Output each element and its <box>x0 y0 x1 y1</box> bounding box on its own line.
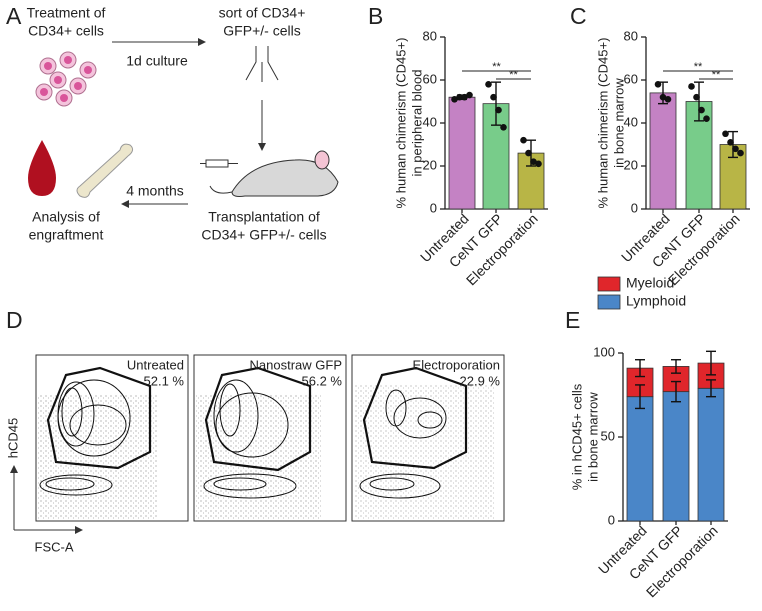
y-axis-label: % in hCD45+ cells <box>569 383 584 490</box>
mouse-icon <box>209 150 339 197</box>
step-text: CD34+ GFP+/- cells <box>201 227 326 243</box>
step-text: Analysis of <box>32 209 100 225</box>
y-tick-label: 50 <box>601 428 615 443</box>
syringe-icon <box>200 159 238 168</box>
flow-plots: Untreated 52.1 % Nanostraw GFP 56.2 % El… <box>5 354 505 554</box>
bar-segment <box>626 396 654 522</box>
workflow-diagram: Treatment of CD34+ cells 1d culture sort… <box>27 5 339 243</box>
data-point <box>693 93 700 101</box>
y-tick-label: 0 <box>631 200 638 215</box>
panel-label: A <box>6 3 22 29</box>
significance-label: ** <box>694 61 703 73</box>
y-tick-label: 100 <box>593 344 615 359</box>
arrow-label: 1d culture <box>126 53 188 69</box>
data-point <box>654 81 662 88</box>
data-point <box>530 158 537 165</box>
data-point <box>688 83 695 90</box>
bone-icon <box>76 143 134 198</box>
panel-label: E <box>565 307 580 333</box>
data-point <box>525 149 532 157</box>
legend-swatch <box>597 294 621 310</box>
axis-label: hCD45 <box>5 418 20 458</box>
panel-label: D <box>6 307 23 333</box>
step-text: Transplantation of <box>208 209 320 225</box>
data-point <box>535 160 542 168</box>
plot-label: Nanostraw GFP <box>250 357 342 372</box>
cells-icon <box>35 51 97 107</box>
y-tick-label: 20 <box>423 157 437 172</box>
y-tick-label: 80 <box>624 28 638 43</box>
panel-label: B <box>368 3 383 29</box>
blood-drop-icon <box>28 140 56 196</box>
flow-plot: Electroporation 22.9 % <box>351 354 505 522</box>
bar-segment <box>697 387 725 522</box>
y-axis-label: in bone marrow <box>611 78 626 168</box>
arrow-label: 4 months <box>126 183 184 199</box>
data-point <box>520 136 527 144</box>
y-tick-label: 0 <box>430 200 437 215</box>
data-point <box>664 96 672 103</box>
sorter-icon <box>245 46 279 82</box>
significance-label: ** <box>492 61 501 73</box>
significance-label: ** <box>509 69 518 81</box>
data-point <box>451 96 458 103</box>
legend-label: Lymphoid <box>626 293 686 309</box>
y-tick-label: 20 <box>624 157 638 172</box>
data-point <box>456 93 463 101</box>
y-tick-label: 60 <box>624 71 638 86</box>
plot-percent: 56.2 % <box>302 373 343 388</box>
y-tick-label: 80 <box>423 28 437 43</box>
plot-percent: 52.1 % <box>144 373 185 388</box>
data-point <box>727 139 734 146</box>
data-point <box>490 93 497 101</box>
data-point <box>698 106 705 114</box>
legend-label: Myeloid <box>626 275 674 291</box>
y-axis-label: in bone marrow <box>585 392 600 482</box>
step-text: sort of CD34+ <box>219 5 306 21</box>
legend-swatch <box>597 276 621 292</box>
step-text: GFP+/- cells <box>223 23 300 39</box>
y-tick-label: 0 <box>608 512 615 527</box>
y-axis-label: in peripheral blood <box>409 70 424 177</box>
data-point <box>732 145 739 153</box>
y-tick-label: 40 <box>624 114 638 129</box>
y-tick-label: 40 <box>423 114 437 129</box>
bar <box>448 96 476 210</box>
data-point <box>659 93 667 101</box>
data-point <box>495 106 502 114</box>
bar <box>649 92 677 210</box>
panel-label: C <box>570 3 587 29</box>
flow-plot: Nanostraw GFP 56.2 % <box>193 354 347 522</box>
flow-plot: Untreated 52.1 % <box>35 354 189 522</box>
step-text: engraftment <box>29 227 104 243</box>
data-point <box>485 81 492 88</box>
y-tick-label: 60 <box>423 71 437 86</box>
plot-label: Untreated <box>127 357 184 372</box>
data-point <box>737 149 744 157</box>
data-point <box>500 124 507 131</box>
plot-percent: 22.9 % <box>460 373 501 388</box>
y-axis-label: % human chimerism (CD45+) <box>595 38 610 209</box>
step-text: CD34+ cells <box>28 23 104 39</box>
step-text: Treatment of <box>27 5 106 21</box>
data-point <box>703 115 710 122</box>
bar-segment <box>662 391 690 522</box>
y-axis-label: % human chimerism (CD45+) <box>393 38 408 209</box>
data-point <box>722 130 729 138</box>
data-point <box>466 91 473 99</box>
axis-label: FSC-A <box>35 539 74 554</box>
significance-label: ** <box>712 69 721 81</box>
plot-label: Electroporation <box>413 357 500 372</box>
data-point <box>461 93 468 101</box>
